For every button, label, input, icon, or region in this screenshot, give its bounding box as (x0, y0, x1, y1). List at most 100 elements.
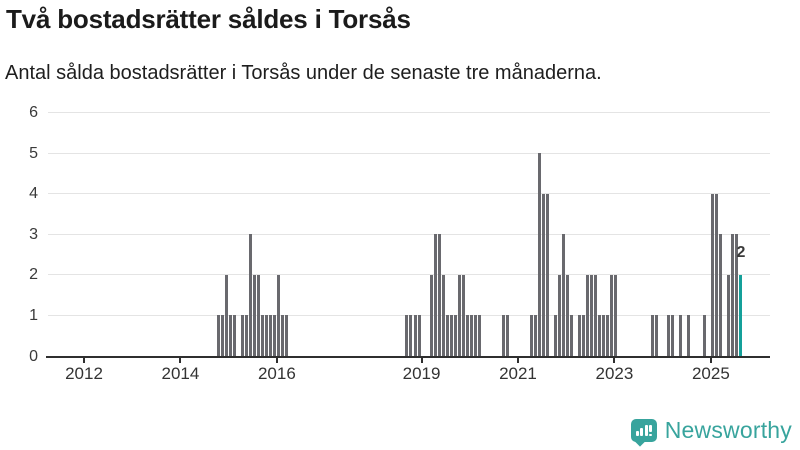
bar (414, 315, 417, 356)
bar (277, 274, 280, 356)
x-axis-tick (179, 358, 182, 363)
bar (586, 274, 589, 356)
logo-mini-bar-icon (635, 431, 639, 436)
x-axis-label: 2014 (161, 364, 200, 383)
bar (405, 315, 408, 356)
bar-value-label: 2 (736, 243, 746, 261)
logo-mini-bar-icon (644, 425, 648, 436)
bar (562, 234, 565, 356)
newsworthy-logo: Newsworthy (630, 417, 792, 447)
bar (253, 274, 256, 356)
bar (679, 315, 682, 356)
x-axis-tick (420, 358, 423, 363)
bar (578, 315, 581, 356)
bar (566, 274, 569, 356)
bar (719, 234, 722, 356)
bar (542, 193, 545, 356)
x-axis-tick (83, 358, 85, 363)
bar (530, 315, 533, 356)
bar (667, 315, 670, 356)
bar (610, 274, 613, 356)
y-axis-label: 0 (29, 347, 38, 365)
gridline (48, 193, 770, 195)
bar (671, 315, 674, 356)
bar (570, 315, 573, 356)
bar (614, 274, 617, 356)
bar (418, 315, 421, 356)
y-axis-label: 4 (29, 185, 38, 203)
bar (285, 315, 288, 356)
logo-exclamation-dot-icon (649, 433, 653, 436)
x-axis-label: 2019 (402, 364, 441, 383)
y-axis-label: 1 (29, 306, 38, 324)
bar (602, 315, 605, 356)
bar (241, 315, 244, 356)
x-axis-tick (613, 358, 616, 363)
bar (269, 315, 272, 356)
bar (446, 315, 449, 356)
gridline (48, 152, 770, 154)
y-axis-label: 3 (29, 225, 38, 243)
bar (245, 315, 248, 356)
bar (651, 315, 654, 356)
bar (217, 315, 220, 356)
bar (273, 315, 276, 356)
bar (727, 274, 730, 356)
x-axis-label: 2012 (65, 364, 103, 383)
y-axis-label: 6 (29, 103, 38, 121)
bar (466, 315, 469, 356)
bar (478, 315, 481, 356)
bar (687, 315, 690, 356)
bar (502, 315, 505, 356)
bar (409, 315, 412, 356)
x-axis-tick (709, 358, 712, 363)
bar (430, 274, 433, 356)
gridline (48, 111, 770, 113)
newsworthy-logo-icon (630, 419, 657, 447)
bar (233, 315, 236, 356)
highlighted-bar (739, 274, 742, 356)
bar (454, 315, 457, 356)
y-axis-label: 2 (29, 266, 38, 284)
bar (221, 315, 224, 356)
bar (703, 315, 706, 356)
bar (594, 274, 597, 356)
gridline (48, 274, 770, 276)
bar (458, 274, 461, 356)
bar (225, 274, 228, 356)
x-axis-label: 2023 (595, 364, 634, 383)
bar (715, 193, 718, 356)
bar (442, 274, 445, 356)
bar (655, 315, 658, 356)
bar (450, 315, 453, 356)
bar (470, 315, 473, 356)
bar (261, 315, 264, 356)
bar (731, 234, 734, 356)
page-title: Två bostadsrätter såldes i Torsås (6, 4, 411, 34)
logo-mini-bar-icon (640, 428, 644, 436)
y-axis-label: 5 (29, 144, 38, 162)
bar (554, 315, 557, 356)
bar (598, 315, 601, 356)
bar (590, 274, 593, 356)
bar (249, 234, 252, 356)
chart-subtitle: Antal sålda bostadsrätter i Torsås under… (5, 62, 602, 84)
x-axis-tick (275, 358, 278, 363)
bar (265, 315, 268, 356)
bar (462, 274, 465, 356)
bar (534, 315, 537, 356)
logo-exclamation-icon (649, 424, 653, 432)
bar (558, 274, 561, 356)
newsworthy-logo-text: Newsworthy (664, 417, 792, 443)
logo-speech-bubble-tail (634, 435, 646, 447)
bar (506, 315, 509, 356)
bar (229, 315, 232, 356)
x-axis-tick (516, 358, 519, 363)
bar (438, 234, 441, 356)
bar (257, 274, 260, 356)
bar (546, 193, 549, 356)
gridline (48, 233, 770, 235)
bar (735, 234, 738, 356)
bar (538, 153, 541, 356)
